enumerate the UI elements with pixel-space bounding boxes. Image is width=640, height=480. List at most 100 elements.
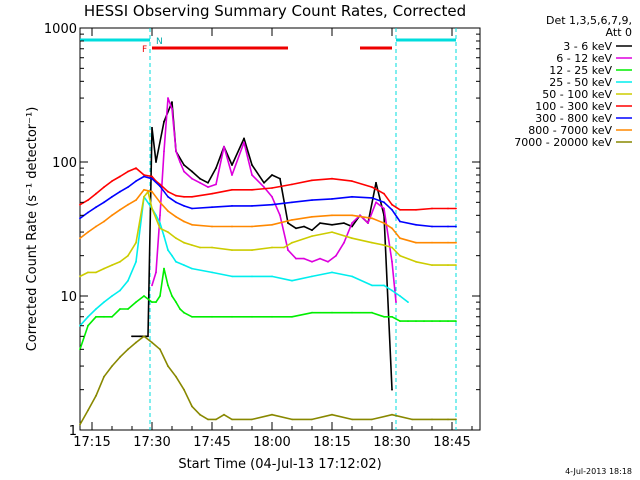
series-0-point-20 (279, 177, 281, 180)
series-2-point-2 (95, 315, 97, 318)
series-5-point-22 (331, 177, 333, 180)
series-4-point-20 (271, 246, 273, 249)
y-tick-label-2: 100 (52, 156, 77, 171)
series-0-point-33 (391, 388, 393, 391)
series-7-point-22 (351, 214, 353, 217)
series-3-point-14 (171, 254, 173, 257)
series-1-point-13 (223, 145, 225, 148)
series-3-point-3 (103, 301, 105, 303)
series-2-point-35 (439, 320, 441, 322)
series-2-point-8 (143, 295, 145, 297)
series-4-point-32 (447, 264, 449, 266)
legend-label-5: 100 - 300 keV (535, 100, 612, 113)
series-2-point-28 (383, 315, 385, 318)
series-7-point-29 (447, 241, 449, 244)
series-3-point-17 (191, 267, 193, 270)
series-0-point-3 (147, 335, 149, 338)
series-6-point-10 (159, 185, 161, 188)
series-6-point-23 (371, 197, 373, 199)
series-2-point-18 (191, 315, 193, 318)
series-3-point-20 (251, 275, 253, 278)
series-2-point-22 (271, 315, 273, 318)
series-0-point-10 (191, 170, 193, 173)
chart-title: HESSI Observing Summary Count Rates, Cor… (83, 2, 467, 20)
series-1-point-21 (295, 257, 297, 260)
series-line-5 (79, 167, 456, 211)
axes-layer: 17:15 17:30 17:45 18:00 18:15 18:30 18:45 1 10 10… (25, 22, 480, 472)
series-2-point-36 (447, 320, 449, 322)
series-5-point-12 (167, 190, 169, 193)
series-1-point-2 (159, 214, 161, 217)
series-6-point-17 (251, 205, 253, 207)
x-tick-label-1: 17:30 (133, 435, 170, 450)
series-1-point-24 (319, 257, 321, 260)
legend-label-0: 3 - 6 keV (563, 40, 612, 53)
series-2-point-20 (231, 315, 233, 318)
series-6-point-19 (291, 201, 293, 204)
series-1-point-23 (311, 260, 313, 263)
series-6-point-1 (87, 211, 89, 214)
series-4-point-3 (103, 267, 105, 270)
series-8-point-19 (231, 418, 233, 421)
legend-label-7: 800 - 7000 keV (528, 124, 612, 137)
series-7-point-24 (383, 222, 385, 225)
series-3-point-25 (351, 275, 353, 278)
series-8-point-7 (135, 341, 137, 344)
series-8-point-21 (271, 413, 273, 416)
series-0-point-19 (271, 174, 273, 176)
series-8-point-12 (175, 375, 177, 378)
x-tick-label-4: 18:15 (313, 435, 350, 450)
series-7-point-1 (87, 231, 89, 234)
series-1-point-33 (391, 260, 393, 263)
series-7-point-7 (135, 199, 137, 202)
series-5-point-24 (371, 186, 373, 189)
series-6-point-21 (331, 198, 333, 200)
series-3-point-22 (291, 279, 293, 282)
series-line-1 (151, 97, 397, 303)
series-layer (79, 97, 457, 426)
series-4-point-17 (211, 246, 213, 249)
series-5-point-2 (95, 192, 97, 195)
series-5-point-25 (383, 192, 385, 195)
series-4-point-29 (399, 254, 401, 257)
series-2-point-30 (399, 320, 401, 322)
series-2-point-24 (311, 311, 313, 314)
series-6-point-0 (79, 217, 81, 220)
series-3-point-27 (383, 284, 385, 287)
series-2-point-34 (431, 320, 433, 322)
series-7-point-4 (111, 214, 113, 217)
y-tick-label-1: 10 (60, 290, 77, 305)
series-4-point-15 (191, 244, 193, 247)
series-8-point-13 (183, 388, 185, 391)
x-axis-label: Start Time (04-Jul-13 17:12:02) (178, 457, 381, 472)
series-0-point-25 (319, 222, 321, 225)
series-6-point-2 (95, 206, 97, 209)
series-1-point-8 (183, 170, 185, 173)
series-6-point-9 (151, 177, 153, 180)
series-3-point-12 (163, 235, 165, 238)
series-7-point-16 (231, 225, 233, 228)
series-7-point-15 (211, 225, 213, 228)
series-0-point-21 (287, 222, 289, 225)
series-0-point-22 (295, 227, 297, 230)
series-6-point-20 (311, 199, 313, 202)
series-5-point-7 (135, 167, 137, 170)
x-tick-label-6: 18:45 (433, 435, 470, 450)
series-4-point-31 (431, 264, 433, 266)
series-4-point-14 (183, 241, 185, 244)
series-7-point-0 (79, 237, 81, 240)
legend-header-1: Att 0 (606, 26, 632, 39)
series-6-point-12 (175, 201, 177, 204)
series-4-point-25 (351, 237, 353, 240)
series-2-point-15 (175, 301, 177, 303)
series-8-point-23 (311, 418, 313, 421)
series-0-point-13 (215, 167, 217, 170)
series-0-point-11 (199, 177, 201, 180)
series-5-point-27 (399, 208, 401, 211)
series-4-point-16 (199, 246, 201, 249)
series-2-point-4 (111, 315, 113, 318)
series-1-point-10 (199, 181, 201, 184)
series-1-point-18 (271, 195, 273, 198)
legend-header-0: Det 1,3,5,6,7,9, (546, 14, 632, 27)
x-tick-label-3: 18:00 (253, 435, 290, 450)
